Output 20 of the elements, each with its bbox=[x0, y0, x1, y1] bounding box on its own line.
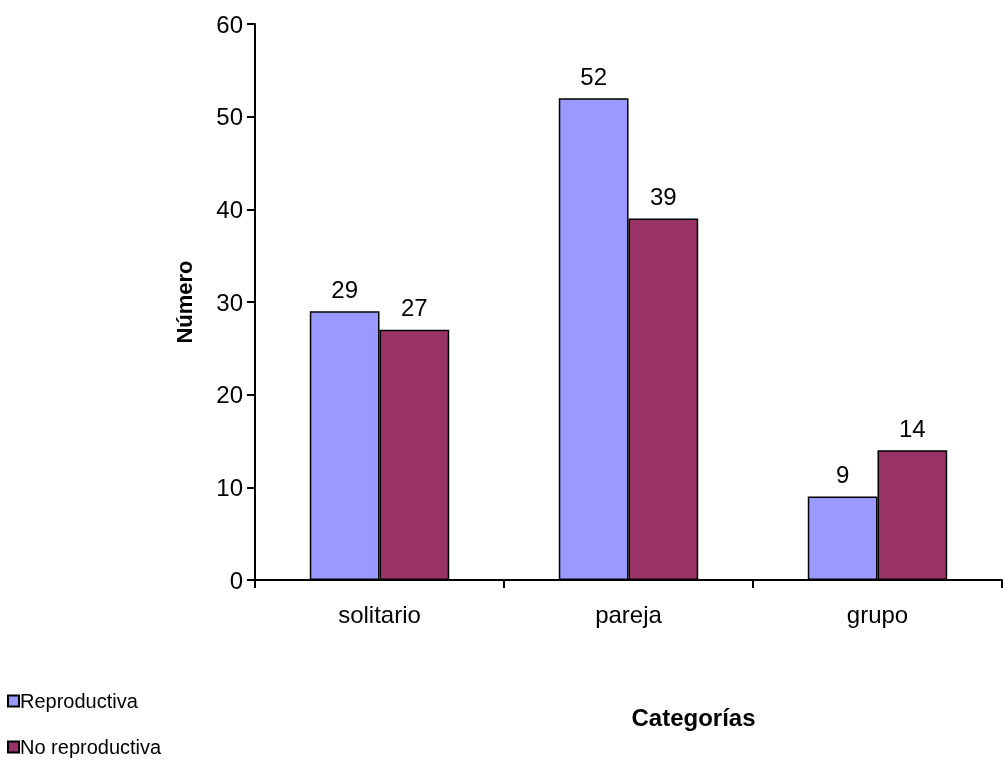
data-label: 52 bbox=[580, 62, 607, 90]
legend-label: Reproductiva bbox=[20, 690, 139, 712]
data-label: 39 bbox=[650, 183, 677, 211]
data-label: 9 bbox=[835, 461, 850, 489]
x-tick-label: solitario bbox=[338, 600, 421, 628]
data-label: 27 bbox=[401, 294, 428, 322]
x-tick-label: pareja bbox=[595, 600, 663, 628]
x-axis-title: Categorías bbox=[631, 703, 756, 731]
y-tick-label: 10 bbox=[216, 473, 243, 501]
legend-label: No reproductiva bbox=[20, 736, 163, 758]
data-label: 29 bbox=[331, 275, 358, 303]
y-tick-label: 0 bbox=[229, 566, 243, 594]
y-tick-label: 50 bbox=[216, 103, 243, 131]
y-axis-title: Número bbox=[171, 260, 197, 344]
y-tick-label: 30 bbox=[216, 288, 243, 316]
x-tick-label: grupo bbox=[846, 600, 909, 628]
y-tick-label: 20 bbox=[216, 381, 243, 409]
y-tick-label: 60 bbox=[216, 10, 243, 38]
y-tick-label: 40 bbox=[216, 195, 243, 223]
data-label: 14 bbox=[899, 414, 926, 442]
